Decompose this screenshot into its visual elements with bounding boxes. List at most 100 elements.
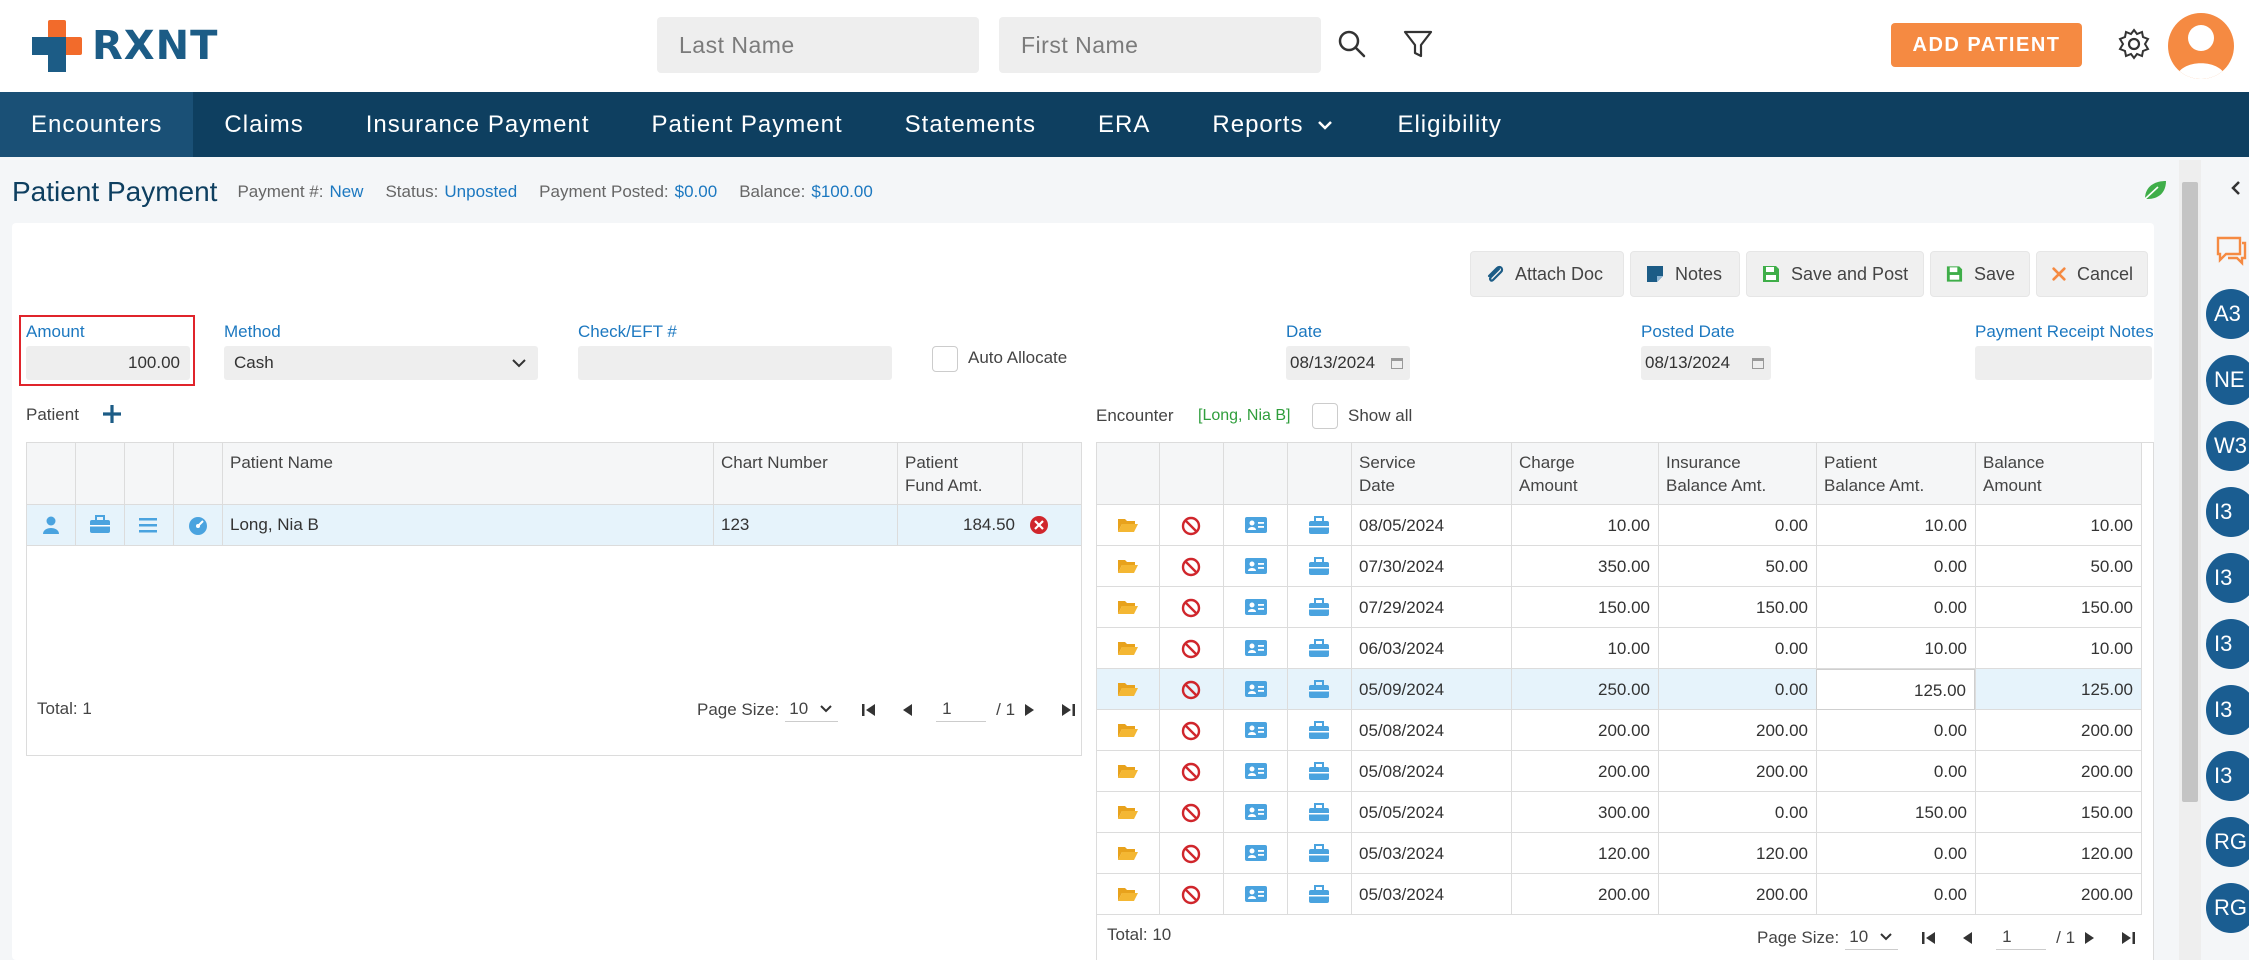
method-select[interactable]: Cash — [224, 346, 538, 380]
rail-user-badge[interactable]: I3 — [2206, 487, 2249, 537]
add-patient-plus-icon[interactable] — [100, 402, 124, 426]
table-row[interactable]: Long, Nia B 123 184.50 — [27, 505, 1081, 546]
receipt-notes-input[interactable] — [1975, 346, 2152, 380]
id-card-icon[interactable] — [1244, 516, 1268, 534]
folder-open-icon[interactable] — [1117, 803, 1139, 821]
table-row[interactable]: 07/29/2024 150.00 150.00 0.00 150.00 — [1097, 587, 2142, 628]
attach-doc-button[interactable]: Attach Doc — [1470, 251, 1624, 297]
id-card-icon[interactable] — [1244, 721, 1268, 739]
patient-balance-cell[interactable]: 0.00 — [1933, 844, 1967, 863]
last-page-icon[interactable] — [2119, 930, 2137, 946]
page-size-select[interactable]: 10 — [1845, 925, 1899, 950]
fund-amt-header-2[interactable]: Fund Amt. — [905, 476, 983, 495]
folder-open-icon[interactable] — [1117, 885, 1139, 903]
patient-balance-cell[interactable]: 10.00 — [1924, 516, 1967, 535]
table-row[interactable]: 07/30/2024 350.00 50.00 0.00 50.00 — [1097, 546, 2142, 587]
id-card-icon[interactable] — [1244, 885, 1268, 903]
rail-user-badge[interactable]: I3 — [2206, 751, 2249, 801]
patient-balance-cell[interactable]: 0.00 — [1933, 721, 1967, 740]
scrollbar-thumb[interactable] — [2182, 182, 2198, 802]
last-page-icon[interactable] — [1059, 702, 1077, 718]
void-icon[interactable] — [1181, 762, 1201, 782]
table-row[interactable]: 05/08/2024 200.00 200.00 0.00 200.00 — [1097, 751, 2142, 792]
table-row[interactable]: 06/03/2024 10.00 0.00 10.00 10.00 — [1097, 628, 2142, 669]
nav-insurance-payment[interactable]: Insurance Payment — [365, 110, 590, 138]
show-all-checkbox[interactable] — [1312, 403, 1338, 429]
briefcase-icon[interactable] — [1308, 885, 1330, 905]
date-input[interactable]: 08/13/2024 — [1286, 346, 1410, 380]
service-date-header-1[interactable]: Service — [1359, 453, 1416, 472]
auto-allocate-checkbox[interactable] — [932, 346, 958, 372]
patient-balance-input[interactable]: 125.00 — [1816, 669, 1975, 710]
list-icon[interactable] — [138, 516, 158, 534]
briefcase-icon[interactable] — [89, 515, 111, 535]
folder-open-icon[interactable] — [1117, 680, 1139, 698]
patient-balance-header-2[interactable]: Balance Amt. — [1824, 476, 1925, 495]
chat-icon[interactable] — [2214, 234, 2248, 266]
table-row[interactable]: 05/03/2024 200.00 200.00 0.00 200.00 — [1097, 874, 2142, 915]
patient-balance-cell[interactable]: 150.00 — [1915, 803, 1967, 822]
folder-open-icon[interactable] — [1117, 598, 1139, 616]
id-card-icon[interactable] — [1244, 557, 1268, 575]
nav-claims[interactable]: Claims — [224, 110, 304, 138]
rail-user-badge[interactable]: I3 — [2206, 619, 2249, 669]
id-card-icon[interactable] — [1244, 762, 1268, 780]
table-row[interactable]: 08/05/2024 10.00 0.00 10.00 10.00 — [1097, 505, 2142, 546]
add-patient-button[interactable]: ADD PATIENT — [1891, 23, 2082, 67]
insurance-balance-header-1[interactable]: Insurance — [1666, 453, 1741, 472]
posted-date-input[interactable]: 08/13/2024 — [1641, 346, 1771, 380]
id-card-icon[interactable] — [1244, 680, 1268, 698]
rail-user-badge[interactable]: I3 — [2206, 553, 2249, 603]
briefcase-icon[interactable] — [1308, 803, 1330, 823]
gear-icon[interactable] — [2116, 26, 2152, 62]
amount-input[interactable] — [26, 346, 190, 380]
void-icon[interactable] — [1181, 885, 1201, 905]
rail-user-badge[interactable]: NE — [2206, 355, 2249, 405]
calendar-icon[interactable] — [1390, 356, 1404, 370]
save-and-post-button[interactable]: Save and Post — [1746, 251, 1924, 297]
balance-amount-header-2[interactable]: Amount — [1983, 476, 2042, 495]
folder-open-icon[interactable] — [1117, 516, 1139, 534]
service-date-header-2[interactable]: Date — [1359, 476, 1395, 495]
notes-button[interactable]: Notes — [1630, 251, 1740, 297]
charge-amount-header-1[interactable]: Charge — [1519, 453, 1575, 472]
user-avatar[interactable] — [2168, 13, 2234, 79]
nav-reports[interactable]: Reports — [1181, 92, 1366, 157]
collapse-chevron-icon[interactable] — [2228, 178, 2244, 198]
id-card-icon[interactable] — [1244, 598, 1268, 616]
folder-open-icon[interactable] — [1117, 639, 1139, 657]
rxnt-logo[interactable]: RXNT — [32, 20, 218, 72]
page-number-input[interactable]: 1 — [1996, 925, 2047, 950]
void-icon[interactable] — [1181, 680, 1201, 700]
patient-balance-cell[interactable]: 10.00 — [1924, 639, 1967, 658]
insurance-balance-header-2[interactable]: Balance Amt. — [1666, 476, 1767, 495]
table-row[interactable]: 05/03/2024 120.00 120.00 0.00 120.00 — [1097, 833, 2142, 874]
patient-balance-cell[interactable]: 0.00 — [1933, 557, 1967, 576]
dashboard-gauge-icon[interactable] — [187, 515, 209, 535]
briefcase-icon[interactable] — [1308, 721, 1330, 741]
nav-statements[interactable]: Statements — [904, 110, 1037, 138]
next-page-icon[interactable] — [2083, 930, 2097, 946]
charge-amount-header-2[interactable]: Amount — [1519, 476, 1578, 495]
briefcase-icon[interactable] — [1308, 557, 1330, 577]
patient-balance-cell[interactable]: 0.00 — [1933, 885, 1967, 904]
void-icon[interactable] — [1181, 844, 1201, 864]
page-number-input[interactable]: 1 — [936, 697, 987, 722]
void-icon[interactable] — [1181, 639, 1201, 659]
rail-user-badge[interactable]: A3 — [2206, 289, 2249, 339]
id-card-icon[interactable] — [1244, 639, 1268, 657]
calendar-icon[interactable] — [1751, 356, 1765, 370]
filter-icon[interactable] — [1400, 26, 1436, 62]
nav-era[interactable]: ERA — [1098, 110, 1151, 138]
first-name-input[interactable] — [999, 17, 1321, 73]
fund-amt-header-1[interactable]: Patient — [905, 453, 958, 472]
void-icon[interactable] — [1181, 803, 1201, 823]
first-page-icon[interactable] — [1920, 930, 1938, 946]
nav-encounters[interactable]: Encounters — [0, 92, 194, 157]
save-button[interactable]: Save — [1930, 251, 2030, 297]
last-name-input[interactable] — [657, 17, 979, 73]
patient-name-header[interactable]: Patient Name — [230, 453, 333, 472]
void-icon[interactable] — [1181, 721, 1201, 741]
briefcase-icon[interactable] — [1308, 844, 1330, 864]
person-icon[interactable] — [41, 515, 61, 535]
